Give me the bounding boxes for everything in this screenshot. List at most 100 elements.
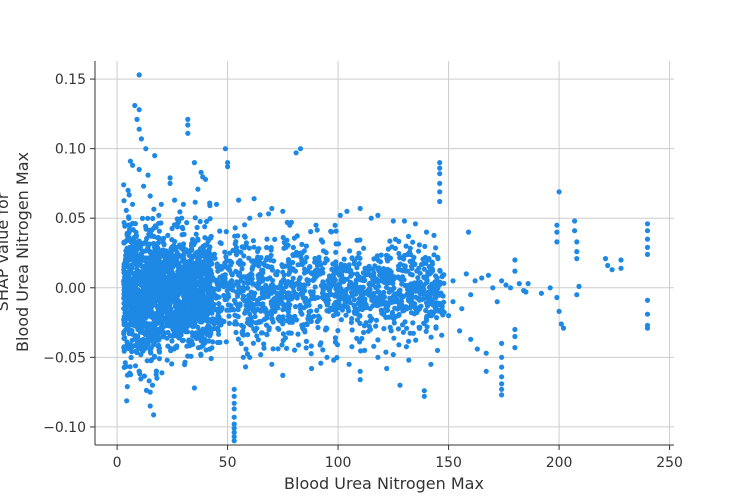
data-point	[167, 298, 173, 304]
data-point	[126, 281, 132, 287]
data-point	[179, 215, 185, 221]
data-point	[281, 294, 287, 300]
data-point	[291, 235, 297, 241]
data-point	[122, 335, 128, 341]
data-point	[129, 246, 135, 252]
data-point	[241, 280, 247, 286]
data-point	[125, 187, 131, 193]
data-point	[192, 215, 198, 221]
data-point	[306, 302, 312, 308]
data-point	[270, 319, 276, 325]
data-point	[161, 259, 167, 265]
data-point	[337, 212, 343, 218]
data-point	[242, 222, 248, 228]
data-point	[408, 281, 414, 287]
data-point	[418, 303, 424, 309]
data-point	[135, 306, 141, 313]
data-point	[434, 347, 441, 353]
data-point	[554, 222, 560, 228]
data-point	[372, 263, 378, 269]
data-point	[356, 250, 362, 256]
data-point	[264, 332, 270, 338]
data-point	[342, 298, 348, 304]
axes: 0 50 100 150 200 250 −0.10 −0.05 0.00 0.05 0.10 0.1…	[43, 61, 683, 471]
data-point	[130, 227, 136, 233]
data-point	[231, 414, 237, 420]
data-point	[341, 256, 347, 262]
data-point	[373, 323, 379, 329]
data-point	[247, 278, 253, 284]
data-point	[231, 421, 237, 427]
data-point	[162, 283, 168, 289]
data-point	[149, 382, 156, 388]
data-point	[402, 282, 408, 288]
data-point	[177, 300, 183, 306]
x-tick-label: 50	[219, 455, 237, 471]
data-point	[370, 282, 376, 288]
data-point	[143, 146, 149, 152]
data-point	[255, 337, 261, 343]
data-point	[432, 285, 438, 291]
data-point	[250, 305, 257, 311]
data-point	[371, 256, 377, 262]
data-point	[187, 341, 194, 347]
data-point	[173, 247, 179, 253]
data-point	[412, 304, 418, 311]
data-point	[198, 352, 204, 358]
data-point	[320, 279, 326, 285]
data-point	[472, 278, 478, 284]
data-point	[259, 275, 265, 282]
data-point	[446, 313, 452, 319]
data-point	[325, 292, 332, 298]
data-point	[127, 297, 134, 303]
data-point	[251, 290, 257, 296]
data-point	[326, 284, 332, 290]
data-point	[280, 264, 286, 270]
data-point	[288, 282, 294, 288]
data-point	[129, 328, 135, 334]
data-point	[197, 292, 203, 298]
data-point	[194, 264, 200, 270]
data-point	[172, 303, 178, 309]
data-point	[156, 267, 162, 273]
data-point	[397, 261, 403, 267]
data-point	[292, 304, 299, 310]
data-point	[275, 346, 281, 352]
data-point	[372, 299, 378, 305]
data-point	[402, 267, 408, 273]
data-point	[199, 263, 205, 269]
data-point	[231, 425, 237, 431]
data-point	[382, 269, 389, 275]
data-point	[644, 251, 651, 257]
data-point	[138, 352, 144, 358]
data-point	[357, 313, 363, 319]
data-point	[490, 285, 496, 291]
data-point	[351, 283, 357, 290]
data-point	[143, 226, 149, 232]
data-point	[200, 286, 207, 293]
data-point	[238, 322, 245, 328]
data-point	[341, 276, 347, 282]
data-point	[395, 326, 402, 332]
data-point	[272, 308, 278, 314]
data-point	[320, 239, 326, 245]
data-point	[127, 255, 133, 261]
data-point	[231, 386, 237, 392]
data-point	[377, 259, 384, 265]
data-point	[266, 327, 272, 333]
data-point	[165, 232, 171, 238]
data-point	[230, 247, 236, 253]
data-point	[312, 284, 318, 290]
data-point	[130, 292, 136, 298]
data-point	[377, 292, 383, 298]
data-point	[218, 306, 224, 313]
data-point	[200, 309, 206, 315]
data-point	[121, 331, 127, 337]
data-point	[361, 329, 367, 336]
data-point	[126, 192, 132, 198]
data-point	[121, 182, 127, 188]
data-point	[574, 239, 580, 245]
data-point	[286, 290, 292, 296]
data-point	[147, 193, 153, 199]
data-point	[174, 343, 180, 349]
